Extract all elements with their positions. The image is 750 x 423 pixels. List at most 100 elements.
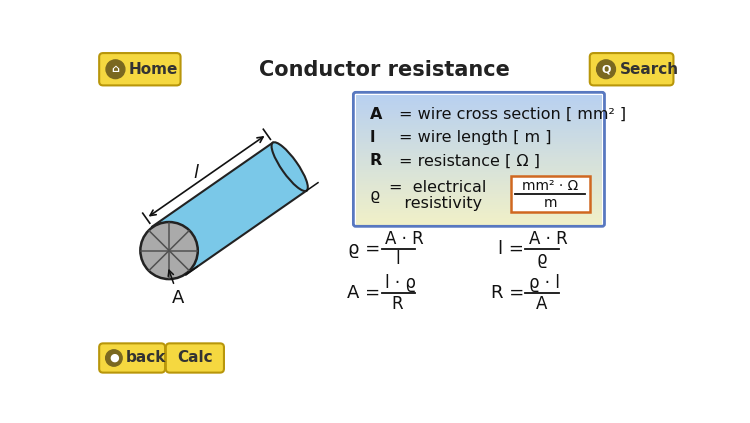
Bar [356,116,602,119]
Bar [356,166,602,169]
Text: l =: l = [498,240,523,258]
Bar [356,140,602,143]
Bar [356,205,602,207]
Text: = resistance [ Ω ]: = resistance [ Ω ] [399,154,540,168]
Text: resistivity: resistivity [389,196,482,211]
Bar [356,198,602,201]
Bar [356,159,602,162]
Text: A · R: A · R [386,230,424,247]
Bar [356,164,602,166]
Text: A: A [172,289,184,307]
Text: m: m [544,196,557,210]
Bar [356,196,602,199]
Bar [356,144,602,147]
Bar [356,162,602,164]
Bar [356,112,602,115]
Text: =  electrical: = electrical [389,180,487,195]
Bar [356,121,602,123]
Bar [356,118,602,121]
Text: Calc: Calc [177,351,213,365]
Bar [356,127,602,130]
Bar [356,153,602,156]
Text: ϱ: ϱ [370,188,380,203]
FancyBboxPatch shape [166,343,224,373]
Bar [356,217,602,220]
Bar [356,123,602,126]
Bar [356,136,602,138]
Text: ●: ● [109,353,118,363]
Text: R: R [370,154,382,168]
Text: ϱ =: ϱ = [348,240,380,258]
Text: A =: A = [347,284,380,302]
Bar [356,201,602,203]
Text: A: A [370,107,382,122]
Polygon shape [152,143,307,275]
FancyBboxPatch shape [511,176,590,212]
Bar [356,179,602,181]
Bar [356,114,602,117]
FancyBboxPatch shape [99,53,181,85]
Bar [356,155,602,158]
FancyBboxPatch shape [590,53,674,85]
Text: Home: Home [129,62,178,77]
Text: Search: Search [620,62,679,77]
Bar [356,192,602,195]
Circle shape [106,60,124,79]
Circle shape [596,60,616,79]
Bar [356,170,602,173]
Bar [356,220,602,222]
Bar [356,168,602,171]
Text: R: R [392,295,404,313]
Bar [356,185,602,188]
Bar [356,134,602,136]
Text: l · ϱ: l · ϱ [386,274,416,292]
Text: = wire cross section [ mm² ]: = wire cross section [ mm² ] [399,107,626,122]
Ellipse shape [140,222,198,279]
Bar [356,181,602,184]
Bar [356,107,602,110]
Bar [356,203,602,205]
Bar [356,142,602,145]
Bar [356,95,602,97]
Bar [356,146,602,149]
Bar [356,125,602,128]
Bar [356,157,602,160]
Text: R =: R = [490,284,524,302]
Text: l: l [194,164,198,182]
Text: Q: Q [602,64,610,74]
Bar [356,187,602,190]
Text: A · R: A · R [529,230,567,247]
Text: back: back [126,351,166,365]
Bar [356,138,602,140]
Bar [356,101,602,104]
Bar [356,207,602,209]
Circle shape [106,350,122,366]
Text: l: l [395,250,400,269]
Bar [356,190,602,192]
Bar [356,99,602,102]
Bar [356,211,602,214]
Text: Conductor resistance: Conductor resistance [259,60,510,80]
FancyBboxPatch shape [99,343,165,373]
Bar [356,172,602,175]
Bar [356,103,602,106]
Text: ⌂: ⌂ [112,64,119,74]
Bar [356,174,602,177]
Bar [356,213,602,216]
Bar [356,194,602,197]
Bar [356,215,602,218]
Text: ϱ · l: ϱ · l [529,274,560,292]
Text: ϱ: ϱ [536,250,547,269]
Bar [356,131,602,134]
Text: l: l [370,130,375,145]
Ellipse shape [272,142,308,191]
Bar [356,183,602,186]
Bar [356,222,602,225]
Bar [356,97,602,99]
Text: mm² · Ω: mm² · Ω [522,179,578,192]
Text: = wire length [ m ]: = wire length [ m ] [399,130,551,145]
Bar [356,151,602,154]
Bar [356,148,602,151]
Bar [356,176,602,179]
Bar [356,209,602,212]
